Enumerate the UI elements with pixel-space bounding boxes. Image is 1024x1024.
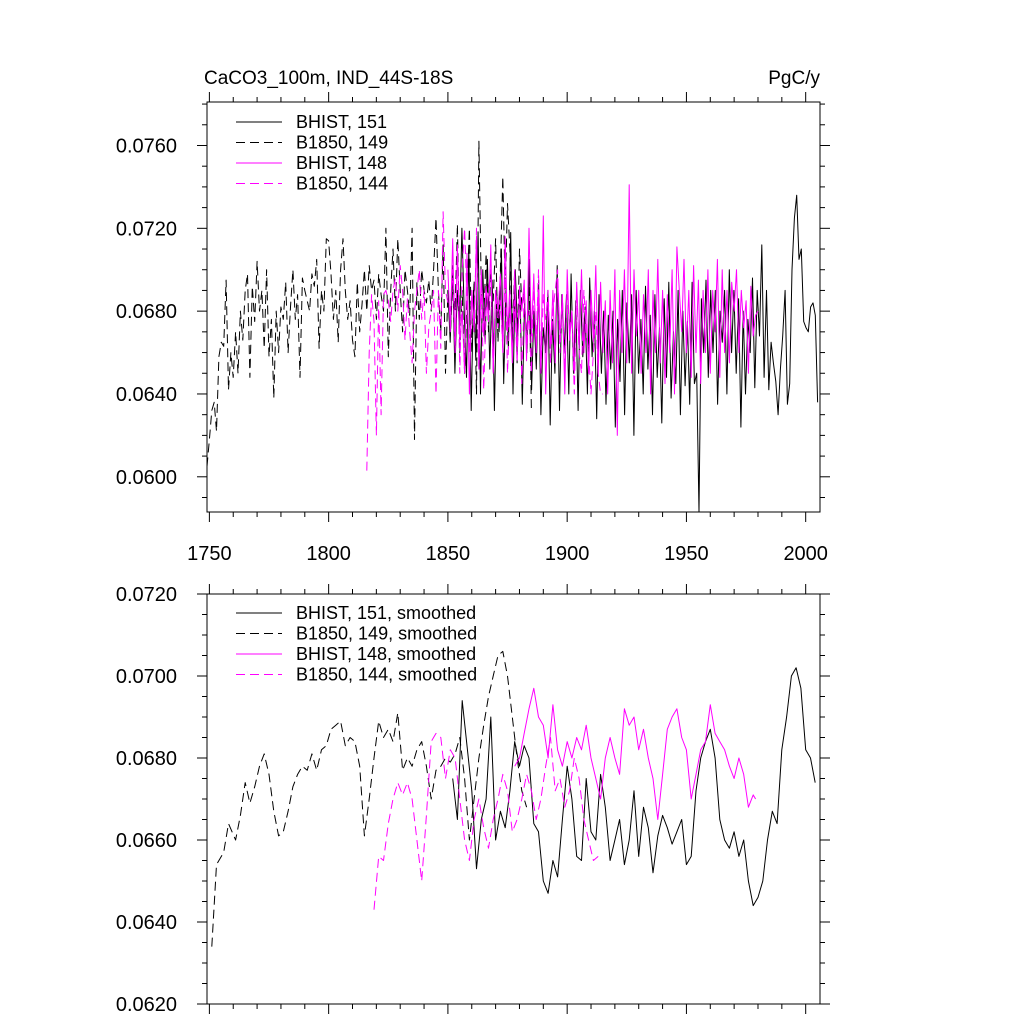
- top-panel-x-tick-label: 1800: [306, 543, 351, 565]
- top-panel-series-line-4: [366, 211, 603, 471]
- top-panel-legend-label-3: BHIST, 148: [296, 153, 387, 173]
- top-panel-x-tick-label: 2000: [783, 543, 828, 565]
- bottom-panel-tick-layer: 0.0620 0.0640 0.0660 0.0680 0.0700 0.0720: [116, 584, 830, 1016]
- top-panel-series-line-3: [447, 184, 759, 436]
- bottom-panel-y-tick-label: 0.0660: [116, 830, 177, 852]
- bottom-panel-series-line-1: [452, 667, 816, 907]
- top-panel-y-tick-label: 0.0680: [116, 301, 177, 323]
- bottom-panel-legend-label-1: BHIST, 151, smoothed: [296, 603, 476, 623]
- bottom-panel-series-line-4: [373, 732, 599, 910]
- bottom-panel-legend-label-3: BHIST, 148, smoothed: [296, 644, 476, 664]
- top-panel-series-line-2: [206, 140, 532, 467]
- bottom-panel-legend-label-4: B1850, 144, smoothed: [296, 665, 477, 685]
- top-panel-series-line-1: [447, 194, 819, 513]
- top-panel-frame: [206, 101, 821, 513]
- top-panel-x-tick-label: 1900: [545, 543, 590, 565]
- bottom-panel-y-tick-label: 0.0640: [116, 912, 177, 934]
- bottom-panel-y-tick-label: 0.0720: [116, 584, 177, 606]
- top-panel-legend-label-2: B1850, 149: [296, 133, 388, 153]
- top-panel-y-tick-label: 0.0760: [116, 135, 177, 157]
- top-panel-x-tick-label: 1950: [664, 543, 709, 565]
- bottom-panel-frame: [206, 593, 821, 1005]
- top-panel-x-tick-label: 1750: [187, 543, 232, 565]
- top-panel-y-tick-label: 0.0640: [116, 384, 177, 406]
- top-panel-title-left: CaCO3_100m, IND_44S-18S: [204, 68, 453, 89]
- bottom-panel-y-tick-label: 0.0680: [116, 748, 177, 770]
- bottom-panel-legend-label-2: B1850, 149, smoothed: [296, 624, 477, 644]
- bottom-panel-y-tick-label: 0.0700: [116, 666, 177, 688]
- top-panel: CaCO3_100m, IND_44S-18S PgC/y 1750 1800 18…: [116, 68, 830, 565]
- top-panel-legend-label-4: B1850, 144: [296, 174, 388, 194]
- bottom-panel-series-layer: [211, 650, 816, 947]
- bottom-panel-series-line-3: [514, 687, 757, 820]
- top-panel-tick-layer: 1750 1800 1850 1900 1950 2000 0.0600 0.0640 0.06…: [116, 92, 830, 565]
- top-panel-title-right: PgC/y: [768, 68, 820, 89]
- top-panel-y-tick-label: 0.0720: [116, 218, 177, 240]
- bottom-panel-y-tick-label: 0.0620: [116, 994, 177, 1016]
- bottom-panel: 0.0620 0.0640 0.0660 0.0680 0.0700 0.0720 BHI…: [116, 584, 830, 1016]
- top-panel-legend-label-1: BHIST, 151: [296, 112, 387, 132]
- top-panel-x-tick-label: 1850: [426, 543, 471, 565]
- top-panel-y-tick-label: 0.0600: [116, 467, 177, 489]
- top-panel-series-layer: [206, 140, 819, 513]
